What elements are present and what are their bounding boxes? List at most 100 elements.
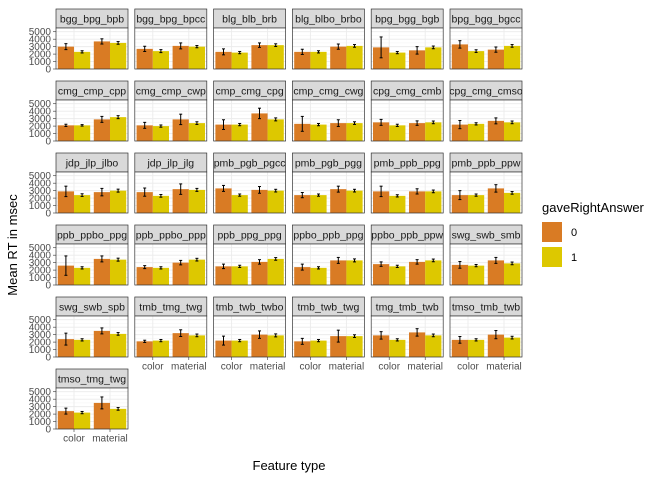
bar (294, 123, 311, 141)
bar (110, 42, 127, 69)
facet-panel: blg_blb_brb (213, 8, 286, 70)
x-tick-label: color (300, 362, 322, 373)
y-tick-label: 1000 (29, 273, 52, 284)
bar (215, 51, 232, 69)
bar (425, 47, 442, 69)
bar (110, 190, 127, 213)
bar (57, 125, 74, 141)
y-tick-label: 4000 (29, 35, 52, 46)
bar (294, 341, 311, 357)
bar (188, 123, 205, 141)
facet-panel: ppb_ppbo_ppp (134, 224, 208, 286)
panel-border (134, 27, 208, 70)
facet-label: bgg_bpg_bpcc (136, 14, 205, 26)
bar (487, 120, 504, 141)
bar (346, 123, 363, 141)
bar (451, 195, 468, 213)
x-tick-label: material (329, 362, 365, 373)
panel-border (213, 243, 286, 286)
facet-panel: pmb_ppb_ppg (370, 152, 444, 214)
bar (172, 262, 189, 285)
bar (267, 258, 284, 285)
facet-label: bgg_bpg_bpb (60, 14, 124, 26)
bar (451, 124, 468, 141)
y-tick-label: 1000 (29, 201, 52, 212)
bar (487, 188, 504, 213)
panel-border (55, 243, 129, 286)
bar (74, 412, 91, 429)
facet-label: pmb_pgb_pgg (295, 158, 362, 170)
y-tick-label: 0 (45, 352, 51, 363)
bar (267, 45, 284, 69)
bar (57, 411, 74, 429)
facet-label: swg_swb_smb (452, 230, 521, 242)
facet-label: ppb_ppg_ppg (217, 230, 281, 242)
bar (172, 189, 189, 213)
bar (330, 123, 347, 141)
x-tick-label: color (63, 434, 85, 445)
y-tick-label: 5000 (29, 27, 52, 38)
bar (251, 45, 268, 69)
bar (152, 195, 169, 213)
bar (152, 126, 169, 141)
bar (330, 260, 347, 285)
x-tick-label: color (142, 362, 164, 373)
panel-border (213, 315, 286, 358)
bar (152, 51, 169, 69)
bar (215, 340, 232, 357)
panel-border (449, 99, 523, 142)
panel-border (292, 27, 365, 70)
bar (330, 336, 347, 357)
bar (231, 124, 248, 141)
y-tick-label: 3000 (29, 186, 52, 197)
y-tick-label: 4000 (29, 107, 52, 118)
y-tick-label: 5000 (29, 315, 52, 326)
facet-label: swg_swb_spb (59, 302, 125, 314)
bar (251, 261, 268, 285)
bar (373, 122, 390, 141)
bar (74, 51, 91, 69)
facet-label: ppbo_ppb_ppw (371, 230, 443, 242)
bar (294, 51, 311, 69)
facet-panel: cmg_cmp_cwp (134, 80, 208, 142)
bar (57, 191, 74, 213)
bar (93, 330, 110, 357)
bar (152, 267, 169, 285)
facet-label: pmb_pgb_pgcc (214, 158, 286, 170)
bar (310, 124, 327, 141)
bar (451, 44, 468, 69)
y-tick-label: 2000 (29, 337, 52, 348)
x-tick-label: color (378, 362, 400, 373)
y-tick-label: 0 (45, 136, 51, 147)
bar (487, 334, 504, 357)
facet-label: ppb_ppbo_ppg (57, 230, 127, 242)
y-tick-label: 3000 (29, 258, 52, 269)
facet-panel: pmb_pgb_pgcc (213, 152, 286, 214)
bar (294, 267, 311, 285)
y-tick-label: 2000 (29, 121, 52, 132)
facet-label: blg_blbo_brbo (295, 14, 362, 26)
bar (267, 119, 284, 141)
y-tick-label: 1000 (29, 57, 52, 68)
bar (451, 264, 468, 285)
bar (487, 49, 504, 69)
bar (409, 123, 426, 141)
facet-label: tmb_twb_twg (297, 302, 359, 314)
bar (93, 119, 110, 141)
x-tick-label: material (92, 434, 128, 445)
bar (57, 339, 74, 357)
facet-label: cpg_cmg_cmb (373, 86, 441, 98)
bar (468, 195, 485, 213)
bar (468, 123, 485, 141)
y-tick-label: 4000 (29, 395, 52, 406)
bar (231, 52, 248, 69)
panel-border (370, 27, 444, 70)
bar (310, 51, 327, 69)
panel-border (449, 243, 523, 286)
